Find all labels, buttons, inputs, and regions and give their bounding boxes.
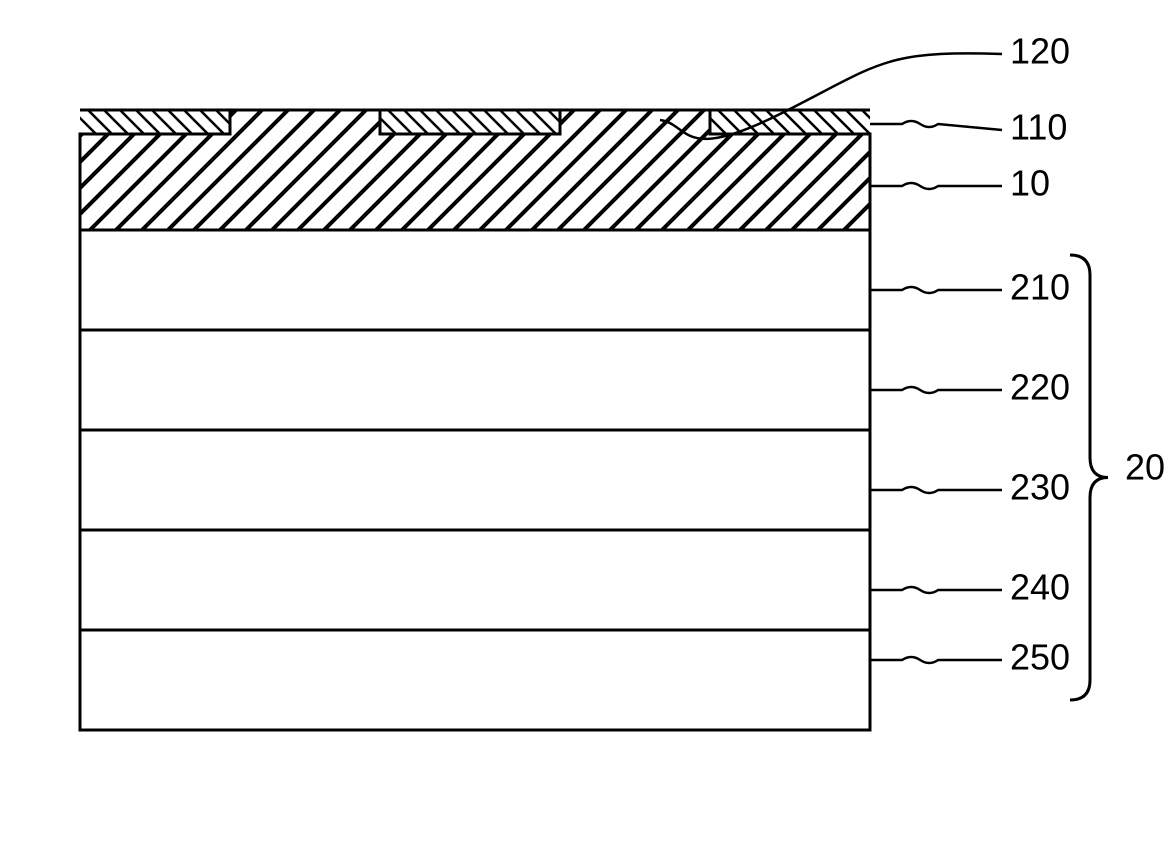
leader-line xyxy=(870,183,1002,189)
callout-label: 230 xyxy=(1010,467,1070,508)
callout-label: 110 xyxy=(1010,107,1067,148)
tab-hatch xyxy=(356,110,604,134)
layer-3 xyxy=(80,530,870,630)
group-brace xyxy=(1070,255,1108,700)
leader-line xyxy=(870,657,1002,663)
callout-label: 240 xyxy=(1010,567,1070,608)
layer-2 xyxy=(80,430,870,530)
layer-0 xyxy=(80,230,870,330)
callout-label: 120 xyxy=(1010,31,1070,72)
leader-line xyxy=(870,487,1002,493)
layer-4 xyxy=(80,630,870,730)
callout-label: 220 xyxy=(1010,367,1070,408)
leader-line xyxy=(870,287,1002,293)
callout-label: 250 xyxy=(1010,637,1070,678)
layer-1 xyxy=(80,330,870,430)
group-brace-label: 20 xyxy=(1125,447,1165,488)
leader-line xyxy=(870,387,1002,393)
tab-hatch xyxy=(686,110,918,134)
callout-label: 210 xyxy=(1010,267,1070,308)
leader-line xyxy=(870,121,1002,130)
callout-label: 10 xyxy=(1010,163,1050,204)
tab-outline xyxy=(710,110,870,134)
leader-line xyxy=(870,587,1002,593)
